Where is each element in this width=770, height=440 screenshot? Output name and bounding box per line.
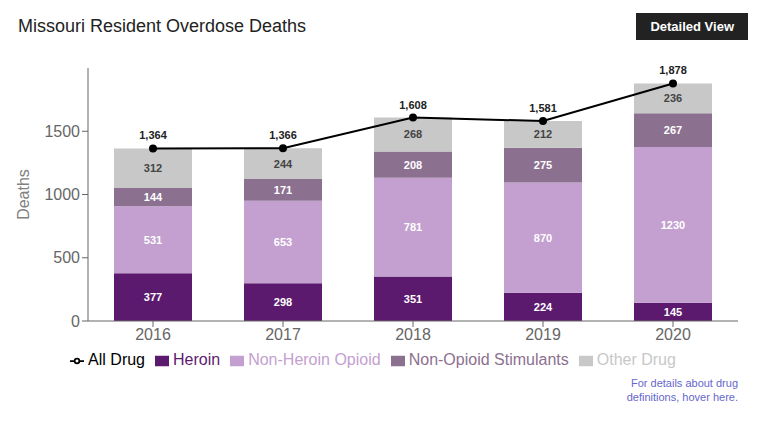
svg-text:531: 531 [144,234,162,246]
svg-text:298: 298 [274,296,292,308]
html-text:Other Drug: Other Drug [596,351,676,368]
svg-text:212: 212 [534,128,552,140]
html-text:All Drug: All Drug [88,351,145,368]
svg-text:Deaths: Deaths [15,169,32,220]
html-text:Detailed View: Detailed View [650,18,734,34]
svg-text:268: 268 [404,128,422,140]
svg-text:2016: 2016 [135,326,171,343]
svg-text:781: 781 [404,221,422,233]
svg-text:377: 377 [144,291,162,303]
html-text:Non-Heroin Opioid: Non-Heroin Opioid [248,351,381,368]
svg-text:0: 0 [71,313,80,330]
html-text:Missouri Resident Overdose Dea: Missouri Resident Overdose Deaths [18,15,307,36]
svg-text:1,608: 1,608 [399,99,427,111]
svg-text:208: 208 [404,159,422,171]
svg-text:2018: 2018 [395,326,431,343]
svg-text:1,878: 1,878 [659,64,687,76]
svg-text:653: 653 [274,236,292,248]
svg-text:312: 312 [144,162,162,174]
html-text:Non-Opioid Stimulants: Non-Opioid Stimulants [408,351,569,368]
svg-text:351: 351 [404,293,422,305]
svg-text:1500: 1500 [44,123,80,140]
svg-text:236: 236 [664,92,682,104]
svg-text:224: 224 [534,301,553,313]
svg-text:1,364: 1,364 [139,129,167,141]
svg-text:244: 244 [274,158,293,170]
html-text:For details about drug: For details about drug [631,377,738,389]
svg-text:2020: 2020 [655,326,691,343]
svg-text:500: 500 [53,249,80,266]
svg-text:870: 870 [534,232,552,244]
svg-text:145: 145 [664,306,682,318]
svg-text:1,366: 1,366 [269,129,297,141]
html-text:definitions, hover here.: definitions, hover here. [626,391,738,403]
svg-text:144: 144 [144,191,163,203]
svg-text:2017: 2017 [265,326,301,343]
svg-text:2019: 2019 [525,326,561,343]
svg-text:1000: 1000 [44,186,80,203]
svg-text:267: 267 [664,124,682,136]
svg-text:275: 275 [534,159,552,171]
svg-text:1,581: 1,581 [529,102,557,114]
svg-text:1230: 1230 [661,219,685,231]
html-text:Heroin: Heroin [173,351,221,368]
svg-text:171: 171 [274,184,292,196]
